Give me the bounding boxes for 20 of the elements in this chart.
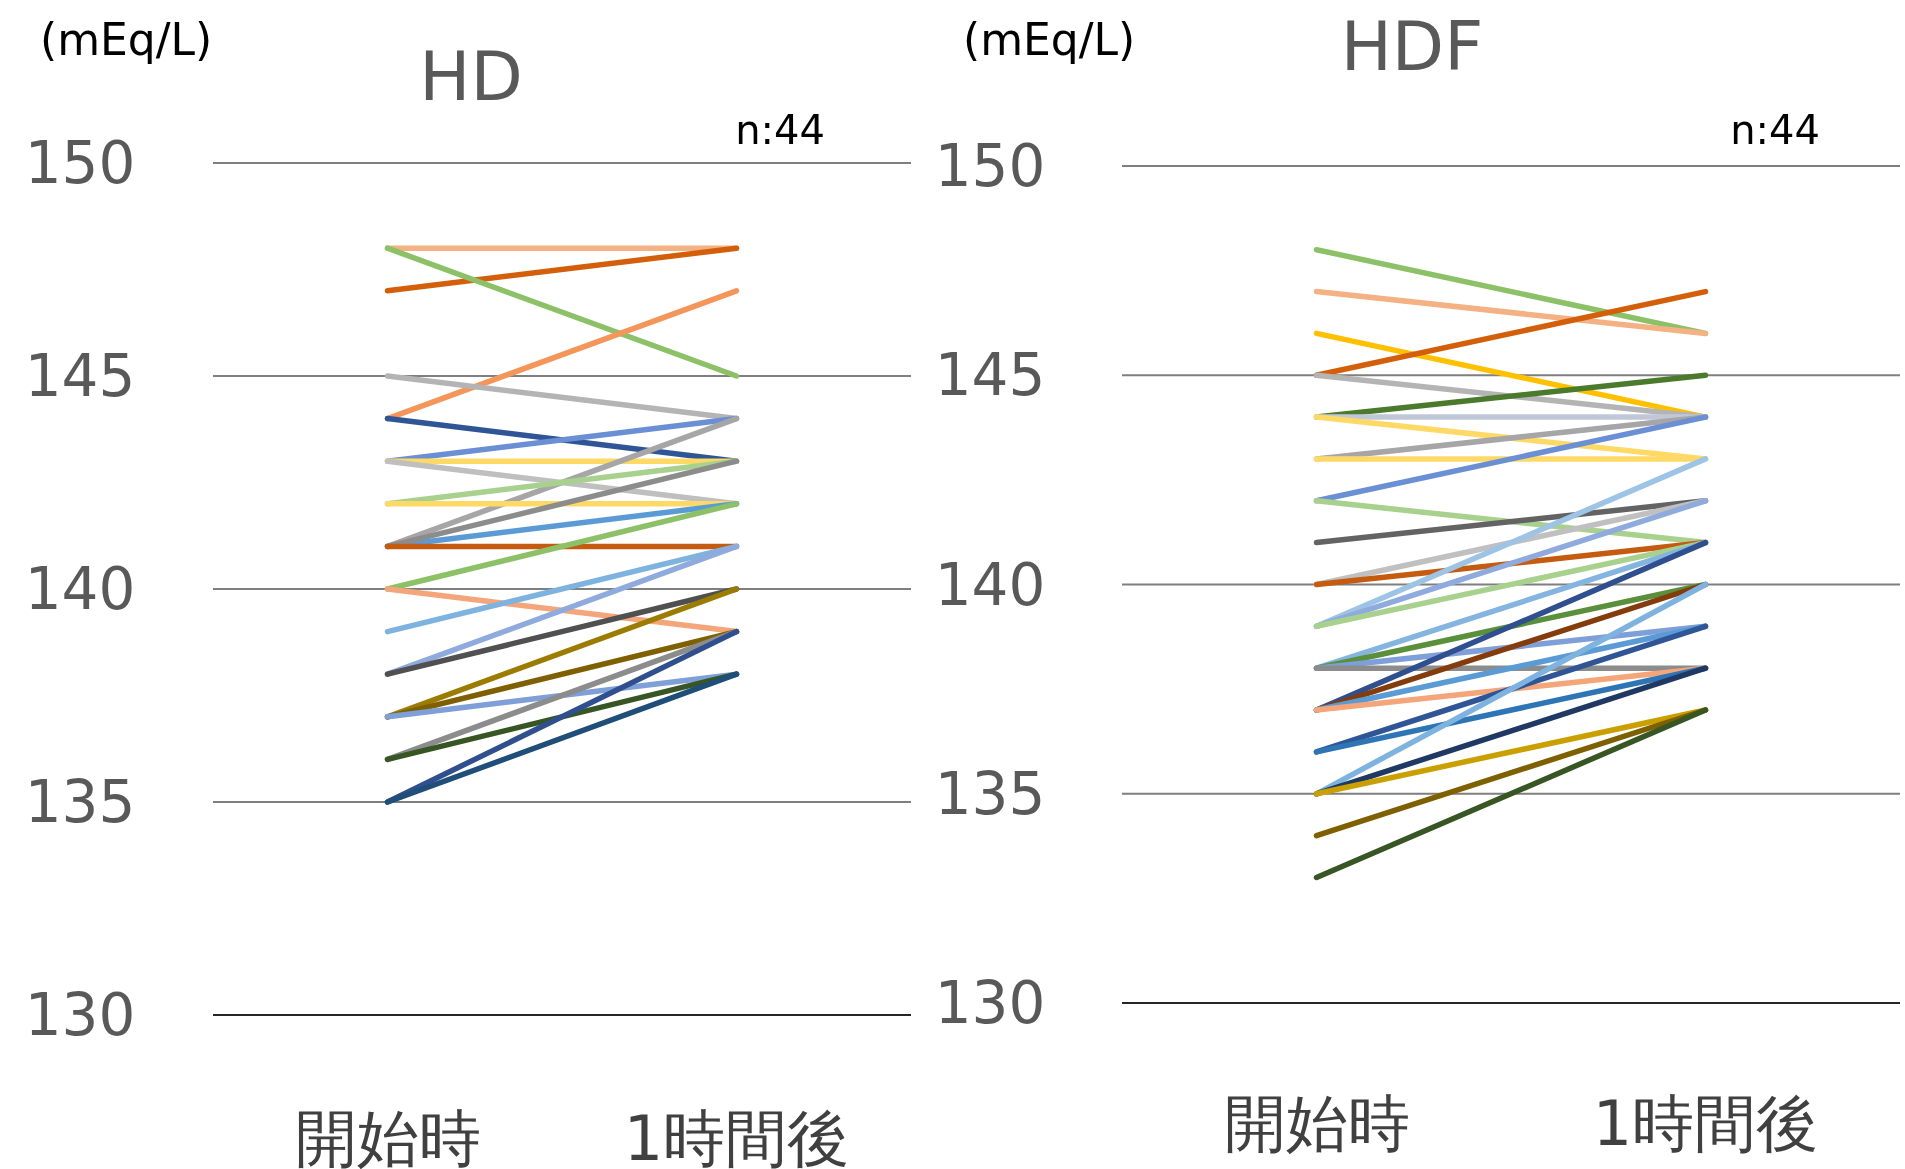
y-tick-label: 130: [934, 969, 1046, 1037]
y-tick-label: 150: [24, 129, 136, 197]
y-tick-label: 135: [24, 768, 136, 836]
y-tick-label: 145: [24, 342, 136, 410]
y-tick-label: 145: [934, 341, 1046, 410]
x-tick-label: 開始時: [1223, 1087, 1410, 1160]
x-tick-label: 1時間後: [623, 1102, 850, 1169]
y-tick-label: 150: [934, 132, 1046, 200]
text: n:44: [1730, 107, 1820, 153]
y-tick-label: 140: [24, 555, 136, 623]
text: n:44: [735, 107, 825, 153]
y-tick-label: 135: [934, 759, 1046, 828]
y-axis-title: (mEq/L): [963, 14, 1136, 65]
x-tick-label: 1時間後: [1592, 1087, 1819, 1160]
chart-title: HDF: [1340, 7, 1484, 86]
y-tick-label: 130: [24, 981, 136, 1049]
y-axis-title: (mEq/L): [40, 14, 213, 65]
chart-title: HD: [419, 37, 523, 116]
x-tick-label: 開始時: [294, 1102, 481, 1169]
y-tick-label: 140: [934, 550, 1046, 619]
